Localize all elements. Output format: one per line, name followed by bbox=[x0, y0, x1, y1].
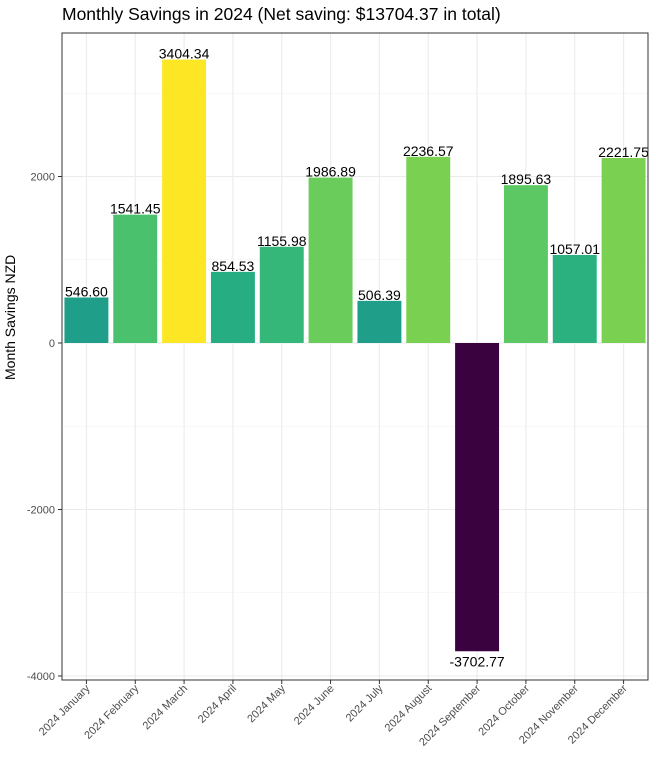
bar-value-label: 1541.45 bbox=[110, 201, 161, 217]
bar bbox=[64, 297, 109, 343]
bar-value-label: 1057.01 bbox=[549, 241, 600, 257]
chart-title: Monthly Savings in 2024 (Net saving: $13… bbox=[62, 4, 501, 24]
bar bbox=[259, 246, 304, 343]
x-tick-label: 2024 June bbox=[292, 683, 337, 728]
bars bbox=[64, 59, 646, 652]
bar bbox=[406, 156, 451, 343]
bar-value-label: 1895.63 bbox=[501, 171, 552, 187]
bar-value-label: 3404.34 bbox=[159, 46, 210, 62]
bar bbox=[308, 177, 353, 343]
bar bbox=[455, 343, 500, 652]
bar-value-label: 1155.98 bbox=[257, 233, 307, 249]
bar-value-label: -3702.77 bbox=[449, 653, 504, 669]
plot-panel-border bbox=[61, 32, 649, 681]
bar-value-label: 1986.89 bbox=[305, 164, 356, 180]
y-tick-label: -4000 bbox=[27, 671, 55, 683]
bar bbox=[210, 271, 255, 343]
bar bbox=[503, 185, 548, 343]
x-tick-label: 2024 March bbox=[141, 683, 191, 733]
y-tick-label: -2000 bbox=[27, 505, 55, 517]
bar-value-label: 2221.75 bbox=[598, 144, 649, 160]
bar bbox=[601, 158, 646, 343]
bar bbox=[357, 300, 402, 343]
grid bbox=[62, 33, 648, 680]
bar-value-label: 546.60 bbox=[65, 283, 108, 299]
x-tick-label: 2024 August bbox=[383, 683, 435, 735]
bar bbox=[162, 59, 207, 344]
y-tick-label: 0 bbox=[49, 338, 55, 350]
x-tick-label: 2024 April bbox=[196, 683, 239, 726]
bar bbox=[552, 255, 597, 343]
bar-value-label: 854.53 bbox=[212, 258, 255, 274]
y-tick-label: 2000 bbox=[31, 172, 55, 184]
bar-value-label: 2236.57 bbox=[403, 143, 454, 159]
bar-value-label: 506.39 bbox=[358, 287, 401, 303]
x-tick-label: 2024 July bbox=[344, 682, 386, 724]
x-tick-label: 2024 May bbox=[245, 682, 288, 725]
bar bbox=[113, 214, 158, 343]
